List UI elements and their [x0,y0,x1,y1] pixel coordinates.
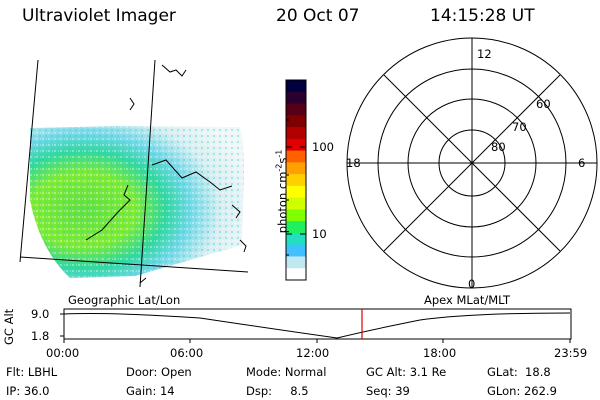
colorbar-segment [286,91,306,105]
orbit-xtick-2: 12:00 [296,346,330,360]
mlt-label-6: 6 [578,156,586,170]
info-dsp: Dsp: 8.5 [246,384,309,398]
instrument-title: Ultraviolet Imager [22,6,176,26]
colorbar-segment [286,174,306,187]
colorbar-tick-100: 100 [312,140,334,154]
colorbar-segment [286,185,306,199]
colorbar-segment [286,197,306,210]
colorbar-segment [286,138,306,152]
colorbar-segment [286,209,306,222]
colorbar-segment [286,127,306,140]
orbit-xtick-1: 06:00 [170,346,204,360]
orbit-xtick-0: 00:00 [46,346,80,360]
info-seq: Seq: 39 [366,384,410,398]
polar-grid [346,37,598,289]
colorbar-tick-10: 10 [312,227,327,241]
colorbar-segment [286,162,306,175]
mlt-label-12: 12 [477,47,492,61]
info-ip: IP: 36.0 [6,384,50,398]
info-filter: Flt: LBHL [6,365,58,379]
orbit-ylabel: GC Alt [2,308,16,345]
mlt-label-18: 18 [346,156,361,170]
colorbar-label: photon cm-2s-1 [274,149,290,234]
mlt-label-0: 0 [468,277,476,291]
lat-label-70: 70 [512,120,527,134]
info-gain: Gain: 14 [126,384,175,398]
orbit-ytick-low: 1.8 [31,329,50,343]
colorbar [286,80,306,281]
orbit-ytick-high: 9.0 [31,307,50,321]
orbit-xtick-4: 23:59 [554,346,588,360]
colorbar-segment [286,150,306,163]
colorbar-segment [286,268,306,281]
uv-image [30,126,244,278]
info-mode: Mode: Normal [246,365,327,379]
colorbar-segment [286,232,306,246]
geo-grid-label: Geographic Lat/Lon [68,293,181,307]
time-label: 14:15:28 UT [430,6,535,26]
colorbar-segment [286,256,306,269]
orbit-plot [60,308,572,343]
colorbar-segment [286,244,306,257]
info-glat: GLat: 18.8 [487,365,551,379]
colorbar-segment [286,221,306,234]
orbit-xtick-3: 18:00 [423,346,457,360]
info-door: Door: Open [126,365,192,379]
apex-grid-label: Apex MLat/MLT [424,293,511,307]
info-glon: GLon: 262.9 [487,384,557,398]
lat-label-80: 80 [491,140,506,154]
colorbar-segment [286,115,306,128]
colorbar-segment [286,103,306,116]
lat-label-60: 60 [536,97,551,111]
geo-grid [19,59,249,288]
info-gc-alt: GC Alt: 3.1 Re [366,365,447,379]
colorbar-segment [286,80,306,93]
date-label: 20 Oct 07 [276,6,360,26]
